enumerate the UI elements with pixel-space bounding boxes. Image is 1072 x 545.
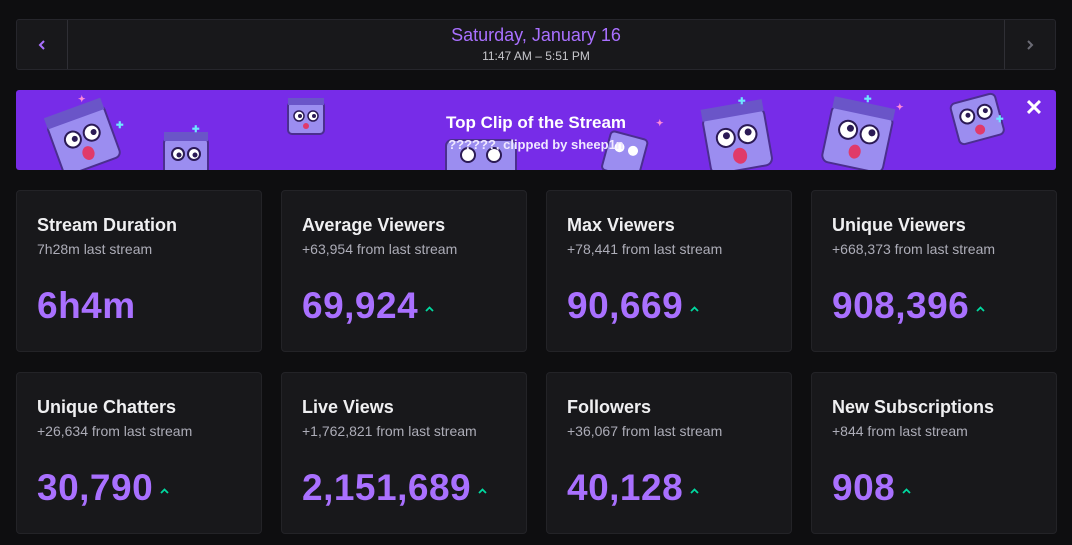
stream-date: Saturday, January 16 xyxy=(451,25,621,45)
stat-value: 90,669 xyxy=(567,285,699,327)
close-icon: ✕ xyxy=(1024,95,1044,120)
previous-stream-button[interactable] xyxy=(17,20,68,69)
stat-value-number: 6h4m xyxy=(37,285,136,326)
clip-mascot-decoration xyxy=(949,92,1005,146)
chevron-left-icon xyxy=(38,37,46,53)
stat-card: Followers +36,067 from last stream 40,128 xyxy=(546,372,792,534)
stat-comparison: +36,067 from last stream xyxy=(567,423,723,439)
banner-title: Top Clip of the Stream xyxy=(445,113,627,132)
stat-title: Stream Duration xyxy=(37,215,178,235)
sparkle-decoration: ✚ xyxy=(192,124,200,134)
stat-value: 2,151,689 xyxy=(302,467,487,509)
chevron-right-icon xyxy=(1026,37,1034,53)
stat-card: Average Viewers +63,954 from last stream 6… xyxy=(281,190,527,352)
sparkle-decoration: ✦ xyxy=(656,118,664,128)
stat-value: 908 xyxy=(832,467,911,509)
next-stream-button[interactable] xyxy=(1004,20,1055,69)
sparkle-decoration: ✚ xyxy=(996,114,1004,124)
stat-value-number: 69,924 xyxy=(302,285,419,326)
stat-card: Stream Duration 7h28m last stream 6h4m xyxy=(16,190,262,352)
trend-up-icon xyxy=(902,461,911,503)
stat-value-number: 2,151,689 xyxy=(302,467,472,508)
stat-comparison: +844 from last stream xyxy=(832,423,968,439)
stat-title: Live Views xyxy=(302,397,394,417)
stat-card: Live Views +1,762,821 from last stream 2,1… xyxy=(281,372,527,534)
stat-title: Unique Chatters xyxy=(37,397,177,417)
stat-title: Average Viewers xyxy=(302,215,446,235)
clip-mascot-decoration xyxy=(287,98,325,135)
clip-mascot-decoration xyxy=(700,99,773,170)
sparkle-decoration: ✚ xyxy=(864,94,872,104)
date-navigator: Saturday, January 16 11:47 AM – 5:51 PM xyxy=(16,19,1056,70)
stat-comparison: +668,373 from last stream xyxy=(832,241,996,257)
banner-subtitle: ??????, clipped by sheep1n xyxy=(448,137,624,152)
stat-value: 908,396 xyxy=(832,285,985,327)
clip-mascot-decoration xyxy=(445,139,517,170)
sparkle-decoration: ✚ xyxy=(116,120,124,130)
stat-card: Max Viewers +78,441 from last stream 90,66… xyxy=(546,190,792,352)
stat-title: Unique Viewers xyxy=(832,215,966,235)
stat-comparison: +78,441 from last stream xyxy=(567,241,723,257)
stat-title: Max Viewers xyxy=(567,215,675,235)
stat-title: New Subscriptions xyxy=(832,397,995,417)
trend-up-icon xyxy=(425,279,434,321)
stat-value-number: 908,396 xyxy=(832,285,970,326)
top-clip-banner[interactable]: ✦ ✚ ✚ ✦ ✚ ✚ ✦ ✚ Top Clip of the Stream ?… xyxy=(16,90,1056,170)
stat-comparison: +63,954 from last stream xyxy=(302,241,458,257)
stat-value: 40,128 xyxy=(567,467,699,509)
clip-mascot-decoration xyxy=(43,98,121,170)
stat-card: Unique Viewers +668,373 from last stream 9… xyxy=(811,190,1057,352)
stat-value-number: 30,790 xyxy=(37,467,154,508)
clip-mascot-decoration xyxy=(601,130,649,170)
trend-up-icon xyxy=(976,279,985,321)
stat-value-number: 40,128 xyxy=(567,467,684,508)
sparkle-decoration: ✦ xyxy=(896,102,904,112)
clip-mascot-decoration xyxy=(163,132,209,170)
trend-up-icon xyxy=(478,461,487,503)
stat-value: 69,924 xyxy=(302,285,434,327)
close-banner-button[interactable]: ✕ xyxy=(1022,96,1046,120)
sparkle-decoration: ✦ xyxy=(78,94,86,104)
sparkle-decoration: ✚ xyxy=(738,96,746,106)
trend-up-icon xyxy=(690,461,699,503)
stat-card: New Subscriptions +844 from last stream 90… xyxy=(811,372,1057,534)
stat-comparison: 7h28m last stream xyxy=(37,241,153,257)
stat-card: Unique Chatters +26,634 from last stream 3… xyxy=(16,372,262,534)
stat-comparison: +1,762,821 from last stream xyxy=(302,423,477,439)
stat-comparison: +26,634 from last stream xyxy=(37,423,193,439)
stat-title: Followers xyxy=(567,397,652,417)
trend-up-icon xyxy=(690,279,699,321)
stream-time-range: 11:47 AM – 5:51 PM xyxy=(482,49,590,63)
trend-up-icon xyxy=(160,461,169,503)
clip-mascot-decoration xyxy=(821,96,896,170)
stat-value: 30,790 xyxy=(37,467,169,509)
stat-value-number: 908 xyxy=(832,467,896,508)
stat-value-number: 90,669 xyxy=(567,285,684,326)
stat-value: 6h4m xyxy=(37,285,136,327)
